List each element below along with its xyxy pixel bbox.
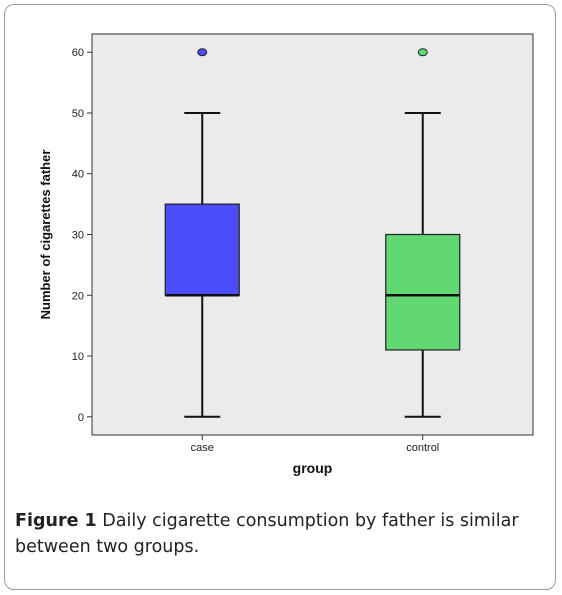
y-axis: 0 10 20 30 40 50 60 [72, 47, 92, 424]
y-tick-label: 30 [72, 230, 84, 242]
y-tick-label: 60 [72, 47, 84, 59]
boxes-layer [164, 48, 461, 418]
y-axis-title: Number of cigarettes father [38, 150, 53, 320]
caption-text: Daily cigarette consumption by father is… [15, 511, 519, 557]
outlier-point [417, 48, 428, 57]
y-tick-label: 20 [72, 290, 84, 302]
box-case [164, 48, 240, 418]
outlier-point [197, 48, 208, 57]
iqr-box [164, 203, 240, 296]
x-axis-title: group [293, 460, 333, 476]
y-tick-label: 0 [78, 412, 84, 424]
iqr-box [385, 233, 461, 351]
plot-area [91, 33, 534, 436]
y-tick-label: 10 [72, 351, 84, 363]
caption-label: Figure 1 [15, 511, 97, 531]
figure-caption: Figure 1 Daily cigarette consumption by … [15, 508, 540, 560]
boxplot-chart: 0 10 20 30 40 50 60 case control Number of ciga… [38, 33, 534, 476]
x-tick-label: case [191, 442, 214, 454]
y-tick-label: 40 [72, 169, 84, 181]
box-control [385, 48, 461, 418]
x-axis: case control [191, 435, 439, 454]
y-tick-label: 50 [72, 108, 84, 120]
x-tick-label: control [406, 442, 439, 454]
